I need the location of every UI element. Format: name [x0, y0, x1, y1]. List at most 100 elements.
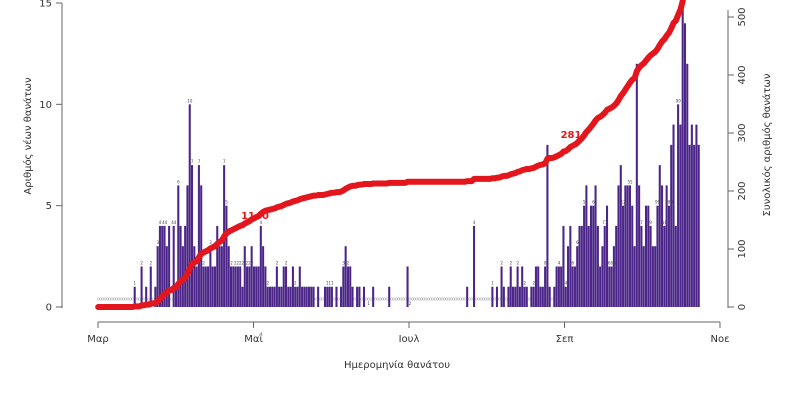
bar: [603, 225, 606, 307]
bar: [287, 286, 290, 307]
bar: [532, 286, 535, 307]
zero-marker: [550, 297, 554, 301]
zero-marker: [383, 297, 387, 301]
left-axis: 0 5 10 15: [39, 0, 63, 314]
right-tick-label: 500: [737, 7, 748, 26]
bar: [674, 225, 677, 307]
bar: [567, 246, 570, 307]
bar: [642, 246, 645, 307]
bar: [282, 266, 285, 307]
bar: [507, 286, 510, 307]
bar-value-label: 7: [640, 220, 643, 225]
bar: [255, 266, 258, 307]
left-tick-label: 5: [46, 201, 52, 212]
bar-value-label: 183: [665, 200, 673, 205]
bar-value-label: 6: [576, 240, 579, 245]
zero-marker: [392, 297, 396, 301]
bar-value-label: 1: [134, 281, 137, 286]
bar: [695, 124, 698, 307]
zero-marker: [461, 297, 465, 301]
bar-value-label: 222: [246, 260, 254, 265]
bar: [672, 124, 675, 307]
bar: [589, 205, 593, 307]
bar: [622, 205, 625, 307]
zero-marker: [415, 297, 419, 301]
bar: [667, 205, 670, 307]
bar-value-label: 6: [177, 179, 180, 184]
bar: [610, 266, 613, 307]
bar: [310, 286, 313, 307]
bar: [548, 286, 551, 307]
bar-value-label: 77: [602, 220, 608, 225]
bar-value-label: 99: [676, 98, 682, 103]
bar: [688, 144, 691, 307]
zero-marker: [452, 297, 455, 301]
bar-value-label: 1: [367, 301, 370, 306]
zero-marker: [117, 297, 121, 301]
zero-marker: [369, 297, 373, 301]
x-tick-label: Σεπ: [556, 334, 574, 345]
bar: [273, 286, 276, 307]
x-tick-label: Ιουλ: [399, 334, 420, 345]
zero-marker: [408, 297, 412, 301]
bar: [626, 185, 629, 307]
bar: [207, 266, 210, 307]
bar-value-label: 111: [326, 281, 334, 286]
bar: [537, 266, 540, 307]
bar: [677, 104, 680, 307]
bar: [521, 266, 524, 307]
bar: [186, 185, 189, 307]
bar: [656, 205, 659, 307]
bar: [562, 225, 565, 307]
bar: [544, 266, 547, 307]
bar: [644, 205, 648, 307]
x-tick-label: Νοε: [710, 334, 729, 345]
zero-marker: [170, 297, 173, 301]
zero-marker: [488, 297, 492, 301]
bar: [204, 266, 207, 307]
bar: [525, 286, 528, 307]
bar: [195, 266, 198, 307]
bar: [257, 266, 260, 307]
bar: [271, 286, 274, 307]
zero-marker: [399, 297, 403, 301]
bar: [617, 185, 620, 307]
bar: [555, 266, 558, 307]
zero-marker: [449, 297, 453, 301]
bar-value-label: 4: [159, 220, 162, 225]
bar: [236, 266, 239, 307]
bar: [576, 246, 579, 307]
bar: [351, 286, 354, 307]
x-tick-label: Μαΐ: [244, 331, 263, 345]
bar-value-label: 2 2: [230, 260, 237, 265]
bar-value-label: 2: [202, 260, 205, 265]
bar: [200, 185, 203, 307]
annotation-281: 281: [561, 130, 582, 141]
bar: [241, 286, 244, 307]
bar: [243, 246, 246, 307]
bar: [516, 266, 519, 307]
bar: [312, 286, 315, 307]
zero-marker: [436, 297, 439, 301]
bar: [349, 266, 352, 307]
cumulative-line: [95, 0, 686, 310]
bar: [606, 205, 609, 307]
bar: [156, 246, 159, 307]
bar: [665, 185, 668, 307]
bar-value-label: 2: [150, 260, 153, 265]
bar-value-label: 9: [649, 220, 652, 225]
zero-marker: [417, 297, 421, 301]
zero-marker: [367, 297, 371, 301]
zero-marker: [151, 297, 155, 301]
bar: [165, 246, 168, 307]
bar: [346, 266, 349, 307]
x-tick-label: Μαρ: [87, 334, 109, 345]
bar-value-label: 10: [187, 98, 193, 103]
zero-marker: [397, 297, 400, 301]
bar: [560, 266, 563, 307]
bar: [149, 266, 152, 307]
zero-marker: [445, 297, 449, 301]
zero-marker: [431, 297, 435, 301]
bar: [594, 185, 597, 307]
bar: [289, 286, 292, 307]
